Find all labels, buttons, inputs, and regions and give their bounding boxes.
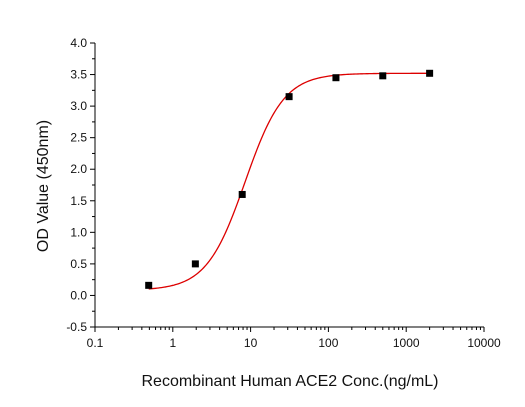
x-tick-label: 10000	[467, 336, 501, 350]
data-point	[379, 72, 387, 80]
y-tick-label: 2.5	[70, 131, 87, 145]
tick-labels: 0.1 1 10 100 1000 10000 -0.5 0.0 0.5 1.0 1.5 2.0 2.5…	[66, 36, 501, 350]
data-point	[145, 281, 153, 289]
fit-curve-layer	[148, 72, 430, 290]
data-point	[332, 74, 340, 82]
x-tick-label: 0.1	[87, 336, 104, 350]
y-tick-label: 0.5	[70, 257, 87, 271]
y-tick-label: 0.0	[70, 288, 87, 302]
x-tick-label: 100	[318, 336, 338, 350]
x-tick-label: 1	[169, 336, 176, 350]
data-point	[191, 260, 199, 268]
y-tick-label: -0.5	[66, 320, 87, 334]
data-points-layer	[145, 69, 434, 289]
y-tick-label: 1.0	[70, 225, 87, 239]
fit-curve	[148, 72, 430, 290]
y-tick-label: 3.0	[70, 99, 87, 113]
x-tick-label: 10	[244, 336, 258, 350]
y-tick-label: 3.5	[70, 68, 87, 82]
y-axis-title: OD Value (450nm)	[35, 120, 52, 252]
x-axis-title: Recombinant Human ACE2 Conc.(ng/mL)	[141, 373, 438, 390]
y-tick-label: 4.0	[70, 36, 87, 50]
x-tick-label: 1000	[393, 336, 420, 350]
data-point	[426, 69, 434, 77]
ticks	[90, 42, 485, 332]
data-point	[238, 190, 246, 198]
y-tick-label: 1.5	[70, 194, 87, 208]
axes	[94, 43, 484, 328]
data-point	[285, 93, 293, 101]
y-tick-label: 2.0	[70, 162, 87, 176]
